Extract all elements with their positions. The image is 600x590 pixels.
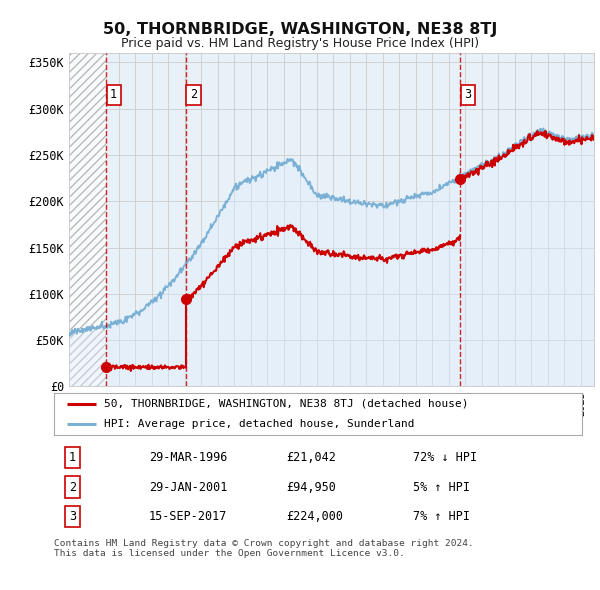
Text: £224,000: £224,000: [286, 510, 343, 523]
Text: 72% ↓ HPI: 72% ↓ HPI: [413, 451, 477, 464]
Text: HPI: Average price, detached house, Sunderland: HPI: Average price, detached house, Sund…: [104, 419, 415, 430]
Text: 2: 2: [69, 480, 76, 494]
Text: 29-JAN-2001: 29-JAN-2001: [149, 480, 227, 494]
Text: 2: 2: [190, 88, 197, 101]
Text: 50, THORNBRIDGE, WASHINGTON, NE38 8TJ (detached house): 50, THORNBRIDGE, WASHINGTON, NE38 8TJ (d…: [104, 399, 469, 409]
Bar: [69, 53, 106, 386]
Text: 1: 1: [110, 88, 117, 101]
Text: 5% ↑ HPI: 5% ↑ HPI: [413, 480, 470, 494]
Text: £94,950: £94,950: [286, 480, 336, 494]
Text: £21,042: £21,042: [286, 451, 336, 464]
Text: 1: 1: [69, 451, 76, 464]
Text: 3: 3: [69, 510, 76, 523]
Text: 15-SEP-2017: 15-SEP-2017: [149, 510, 227, 523]
Text: 29-MAR-1996: 29-MAR-1996: [149, 451, 227, 464]
Text: 50, THORNBRIDGE, WASHINGTON, NE38 8TJ: 50, THORNBRIDGE, WASHINGTON, NE38 8TJ: [103, 22, 497, 37]
Text: Contains HM Land Registry data © Crown copyright and database right 2024.
This d: Contains HM Land Registry data © Crown c…: [54, 539, 474, 558]
Text: Price paid vs. HM Land Registry's House Price Index (HPI): Price paid vs. HM Land Registry's House …: [121, 37, 479, 50]
Text: 7% ↑ HPI: 7% ↑ HPI: [413, 510, 470, 523]
Text: 3: 3: [464, 88, 472, 101]
